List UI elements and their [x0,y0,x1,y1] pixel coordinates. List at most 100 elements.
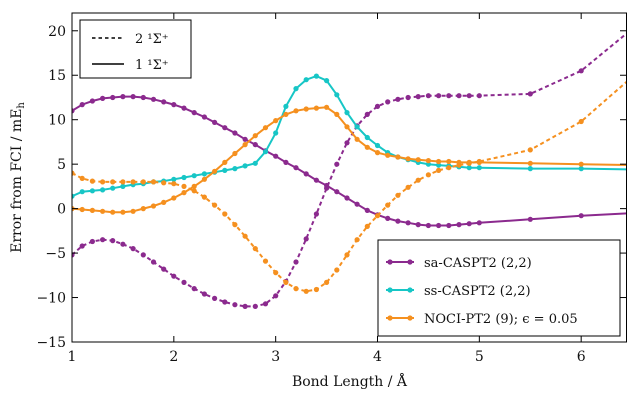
series-3-point [374,150,381,156]
y-tick-label: −10 [36,291,66,307]
series-1-point [110,238,116,244]
series-1-point [100,237,106,243]
series-0-point [120,94,126,100]
series-4-point [425,172,431,178]
series-4-point [395,192,401,198]
series-2-point [436,162,442,168]
series-1-point [212,295,218,301]
series-4-point [161,180,167,186]
series-4-point [191,188,197,194]
series-4-point [466,160,472,166]
series-4-point [100,179,106,185]
series-3-point [232,150,238,157]
series-2-point [100,187,106,193]
axes-layer: 1 2 3 4 5 6 −15 −10 −5 0 5 10 15 20 [36,13,626,365]
series-3-point [354,136,360,142]
series-4-point [436,167,442,173]
series-1-point [191,286,197,292]
series-0-point [181,105,187,111]
x-tick-label: 1 [68,349,77,365]
series-2-point [364,134,370,141]
method-legend-swatch-dot [387,287,393,293]
series-1-point [273,293,279,299]
series-0-point [436,222,442,229]
series-1-point [303,236,309,242]
series-3-point [415,157,421,163]
series-4-point [283,279,289,285]
series-2-point [79,189,85,195]
series-1-point [395,96,401,102]
series-3-point [79,206,85,213]
series-1-point [79,243,85,249]
series-2-point [110,185,116,191]
series-0-point [578,213,584,219]
series-2-line [72,75,627,198]
series-4-point [456,162,462,168]
series-3-point [150,203,157,209]
series-2-point [120,183,126,189]
series-4-point [527,147,533,153]
series-0-point [72,108,75,114]
series-2-point [89,188,95,194]
series-3-point [293,108,299,114]
series-3-point [222,159,228,165]
series-0-point [89,98,95,104]
series-0-point [293,165,299,171]
series-2-point [262,149,269,155]
series-0-point [354,201,360,207]
series-1-point [161,266,167,272]
series-1-point [293,259,299,265]
method-legend-label: ss-CASPT2 (2,2) [424,284,531,299]
series-4-point [476,158,482,165]
series-0-point [222,125,228,131]
series-1-point [150,259,157,265]
series-3-point [436,158,442,165]
series-4-point [89,178,95,184]
series-3-point [527,160,533,166]
series-0-point [395,218,401,224]
series-2-point [324,78,330,84]
series-4-point [405,184,411,190]
series-2-point [72,193,75,199]
series-3-point [425,158,431,164]
series-4-point [242,233,248,239]
series-2-point [313,73,319,79]
series-3-point [212,168,218,174]
x-tick-label: 3 [271,349,280,365]
series-0-point [212,119,218,125]
state-legend-label: 1 ¹Σ⁺ [135,58,169,73]
series-3-point [140,206,146,212]
x-tick-label: 5 [475,349,484,365]
state-legend: 2 ¹Σ⁺ 1 ¹Σ⁺ [79,19,192,79]
series-4-point [334,267,340,273]
series-3-point [578,161,584,167]
y-tick-label: 5 [57,157,66,173]
series-2-point [222,167,228,173]
series-2-point [476,165,482,171]
series-1-point [181,279,187,285]
y-axis-title: Error from FCI / mEh [9,102,27,253]
series-1-point [456,93,462,99]
series-1-point [466,93,472,99]
series-2-point [252,160,258,166]
series-4-point [79,175,85,181]
series-1-point [415,94,421,100]
series-3-point [262,125,269,131]
series-2-point [578,166,584,172]
series-0-point [385,215,391,221]
x-tick-label: 4 [373,349,382,365]
method-legend: sa-CASPT2 (2,2) ss-CASPT2 (2,2) NOCI-PT2 (… [377,239,621,337]
series-4-point [364,223,370,229]
series-3-point [161,199,167,205]
series-3-point [303,106,309,112]
series-2-point [466,165,472,171]
series-1-point [313,211,319,217]
state-legend-box [79,19,192,79]
series-3-point [252,133,258,139]
method-legend-swatch-dot [387,315,393,321]
y-tick-label: −15 [36,335,66,351]
series-3-point [324,104,330,110]
series-3-point [334,111,340,117]
series-0-point [232,130,238,136]
series-3-point [89,207,95,213]
